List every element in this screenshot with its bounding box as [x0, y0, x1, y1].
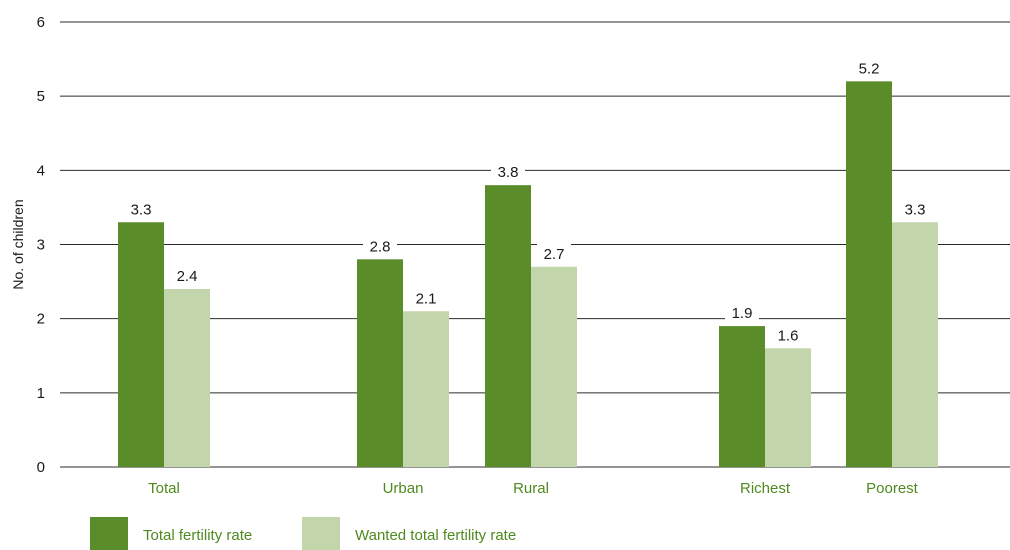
legend-label: Total fertility rate [143, 527, 252, 544]
bar-wanted-fertility [403, 311, 449, 467]
data-label-bg [491, 160, 525, 181]
data-label: 1.6 [778, 327, 799, 344]
y-tick-label: 3 [37, 237, 45, 254]
data-label-bg [852, 56, 886, 77]
bar-wanted-fertility [892, 222, 938, 467]
data-label-bg [898, 197, 932, 218]
category-label: Rural [513, 480, 549, 497]
legend-swatch [90, 517, 128, 550]
data-label: 2.8 [370, 238, 391, 255]
y-tick-label: 6 [37, 14, 45, 31]
data-label: 5.2 [859, 60, 880, 77]
data-label-bg [170, 264, 204, 284]
y-tick-label: 2 [37, 311, 45, 328]
category-label: Richest [740, 480, 791, 497]
data-label: 3.3 [131, 201, 152, 218]
category-label: Urban [383, 480, 424, 497]
y-tick-label: 4 [37, 162, 45, 179]
bar-total-fertility [485, 185, 531, 467]
data-label-bg [725, 301, 759, 322]
data-label: 1.9 [732, 305, 753, 322]
bar-total-fertility [357, 259, 403, 467]
data-label-bg [537, 241, 571, 262]
data-label: 2.1 [416, 290, 437, 307]
data-label-bg [363, 234, 397, 255]
y-tick-label: 5 [37, 88, 45, 105]
y-tick-label: 1 [37, 385, 45, 402]
data-label-bg [124, 197, 158, 218]
bar-wanted-fertility [164, 289, 210, 467]
data-label: 3.3 [905, 201, 926, 218]
y-tick-label: 0 [37, 459, 45, 476]
data-label: 3.8 [498, 164, 519, 181]
category-label: Poorest [866, 480, 919, 497]
bar-wanted-fertility [765, 348, 811, 467]
data-label: 2.7 [544, 246, 565, 263]
data-label-bg [409, 286, 443, 307]
legend-swatch [302, 517, 340, 550]
legend-label: Wanted total fertility rate [355, 527, 516, 544]
bar-total-fertility [118, 222, 164, 467]
bar-total-fertility [719, 326, 765, 467]
data-label-bg [771, 323, 805, 344]
y-axis-title: No. of children [10, 199, 26, 289]
bar-total-fertility [846, 81, 892, 467]
category-label: Total [148, 480, 180, 497]
data-label: 2.4 [177, 268, 198, 285]
bar-wanted-fertility [531, 266, 577, 467]
